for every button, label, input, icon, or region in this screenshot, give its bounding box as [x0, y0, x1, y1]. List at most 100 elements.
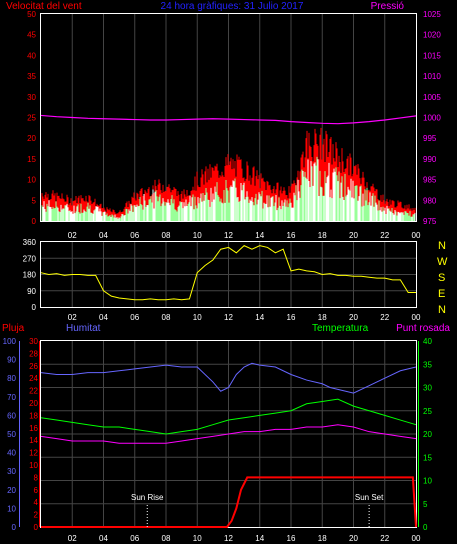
wind-x-tick-label: 10 — [193, 231, 202, 240]
wind-x-tick-label: 02 — [68, 231, 77, 240]
climate-x-tick-label: 06 — [130, 534, 139, 543]
wind-y-tick-label: 20 — [27, 134, 36, 143]
climate-x-tick-label: 00 — [412, 534, 421, 543]
climate-x-tick-label: 02 — [68, 534, 77, 543]
pressure-y-tick-label: 1005 — [423, 93, 441, 102]
humidity-y-tick-label: 40 — [7, 449, 16, 458]
climate-x-tick-label: 14 — [255, 534, 264, 543]
wind-x-tick-label: 16 — [287, 231, 296, 240]
direction-y-tick-label: 90 — [27, 287, 36, 296]
rain-y-tick-label: 10 — [29, 461, 38, 470]
humidity-y-tick-label: 50 — [7, 430, 16, 439]
dir-x-tick-label: 12 — [224, 313, 233, 322]
pressure-line — [40, 114, 417, 125]
humidity-y-tick-label: 10 — [7, 504, 16, 513]
wind-x-tick-label: 20 — [349, 231, 358, 240]
climate-x-tick-label: 04 — [99, 534, 108, 543]
dewpoint-line — [40, 424, 417, 444]
rain-y-tick-label: 8 — [34, 473, 39, 482]
humidity-y-tick-label: 60 — [7, 411, 16, 420]
rain-y-tick-label: 28 — [29, 349, 38, 358]
temperature-y-tick-label: 25 — [423, 407, 432, 416]
wind-y-tick-label: 40 — [27, 51, 36, 60]
rain-y-tick-label: 24 — [29, 374, 38, 383]
temperature-y-tick-label: 15 — [423, 453, 432, 462]
direction-panel-frame — [40, 241, 417, 308]
wind-y-tick-label: 25 — [27, 114, 36, 123]
rain-label: Pluja — [2, 323, 25, 334]
pressure-y-tick-label: 985 — [423, 176, 437, 185]
pressure-label: Pressió — [371, 1, 405, 12]
climate-x-tick-label: 18 — [318, 534, 327, 543]
direction-y-tick-label: 0 — [32, 303, 37, 312]
pressure-y-tick-label: 995 — [423, 134, 437, 143]
climate-x-tick-label: 10 — [193, 534, 202, 543]
humidity-y-tick-label: 80 — [7, 374, 16, 383]
rain-y-tick-label: 22 — [29, 387, 38, 396]
wind-x-tick-label: 00 — [412, 231, 421, 240]
dir-label-e: E — [438, 288, 445, 300]
direction-y-tick-label: 360 — [23, 238, 37, 247]
climate-panel — [40, 362, 417, 528]
humidity-y-tick-label: 90 — [7, 356, 16, 365]
wind-y-tick-label: 35 — [27, 72, 36, 81]
temperature-y-tick-label: 40 — [423, 337, 432, 346]
wind-y-tick-label: 15 — [27, 155, 36, 164]
rain-line — [41, 476, 417, 528]
climate-x-tick-label: 08 — [162, 534, 171, 543]
wind-y-tick-label: 50 — [27, 10, 36, 19]
temperature-y-tick-label: 0 — [423, 523, 428, 532]
sun-set-label: Sun Set — [355, 493, 384, 502]
sun-rise-label: Sun Rise — [131, 493, 164, 502]
climate-x-tick-label: 16 — [287, 534, 296, 543]
grid-lines — [41, 14, 416, 527]
direction-y-tick-label: 180 — [23, 271, 37, 280]
wind-x-tick-label: 14 — [255, 231, 264, 240]
wind-x-tick-label: 22 — [380, 231, 389, 240]
rain-y-tick-label: 0 — [34, 523, 39, 532]
wind-panel-frame — [40, 13, 417, 222]
humidity-y-tick-label: 100 — [3, 337, 17, 346]
wind-x-tick-label: 08 — [162, 231, 171, 240]
pressure-y-tick-label: 990 — [423, 155, 437, 164]
temperature-label: Temperatura — [312, 323, 369, 334]
rain-y-tick-label: 12 — [29, 449, 38, 458]
humidity-label: Humitat — [66, 323, 101, 334]
dir-label-n-top: N — [438, 240, 446, 252]
temperature-y-tick-label: 30 — [423, 384, 432, 393]
humidity-y-tick-label: 30 — [7, 467, 16, 476]
dir-x-tick-label: 10 — [193, 313, 202, 322]
direction-y-tick-label: 270 — [23, 254, 37, 263]
dir-label-s: S — [438, 272, 445, 284]
chart-title: 24 hora gràfiques: 31 Julio 2017 — [161, 1, 304, 12]
humidity-y-tick-label: 20 — [7, 486, 16, 495]
dir-x-tick-label: 02 — [68, 313, 77, 322]
temperature-y-tick-label: 5 — [423, 500, 428, 509]
wind-y-tick-label: 0 — [32, 217, 37, 226]
pressure-y-tick-label: 1025 — [423, 10, 441, 19]
wind-x-tick-label: 18 — [318, 231, 327, 240]
rain-y-tick-label: 6 — [34, 486, 39, 495]
wind-y-tick-label: 30 — [27, 93, 36, 102]
dir-x-tick-label: 08 — [162, 313, 171, 322]
wind-x-tick-label: 06 — [130, 231, 139, 240]
dir-label-n-bottom: N — [438, 304, 446, 316]
pressure-y-tick-label: 1020 — [423, 31, 441, 40]
dir-x-tick-label: 04 — [99, 313, 108, 322]
wind-y-tick-label: 10 — [27, 176, 36, 185]
dir-x-tick-label: 20 — [349, 313, 358, 322]
dir-x-tick-label: 06 — [130, 313, 139, 322]
climate-panel-frame — [40, 340, 417, 528]
pressure-y-tick-label: 980 — [423, 196, 437, 205]
rain-y-tick-label: 26 — [29, 362, 38, 371]
wind-x-tick-label: 12 — [224, 231, 233, 240]
dir-label-w: W — [437, 256, 448, 268]
rain-y-tick-label: 14 — [29, 436, 38, 445]
dir-x-tick-label: 00 — [412, 313, 421, 322]
pressure-y-tick-label: 1010 — [423, 72, 441, 81]
dir-x-tick-label: 18 — [318, 313, 327, 322]
pressure-y-tick-label: 1000 — [423, 114, 441, 123]
rain-y-tick-label: 4 — [34, 498, 39, 507]
climate-x-tick-label: 12 — [224, 534, 233, 543]
